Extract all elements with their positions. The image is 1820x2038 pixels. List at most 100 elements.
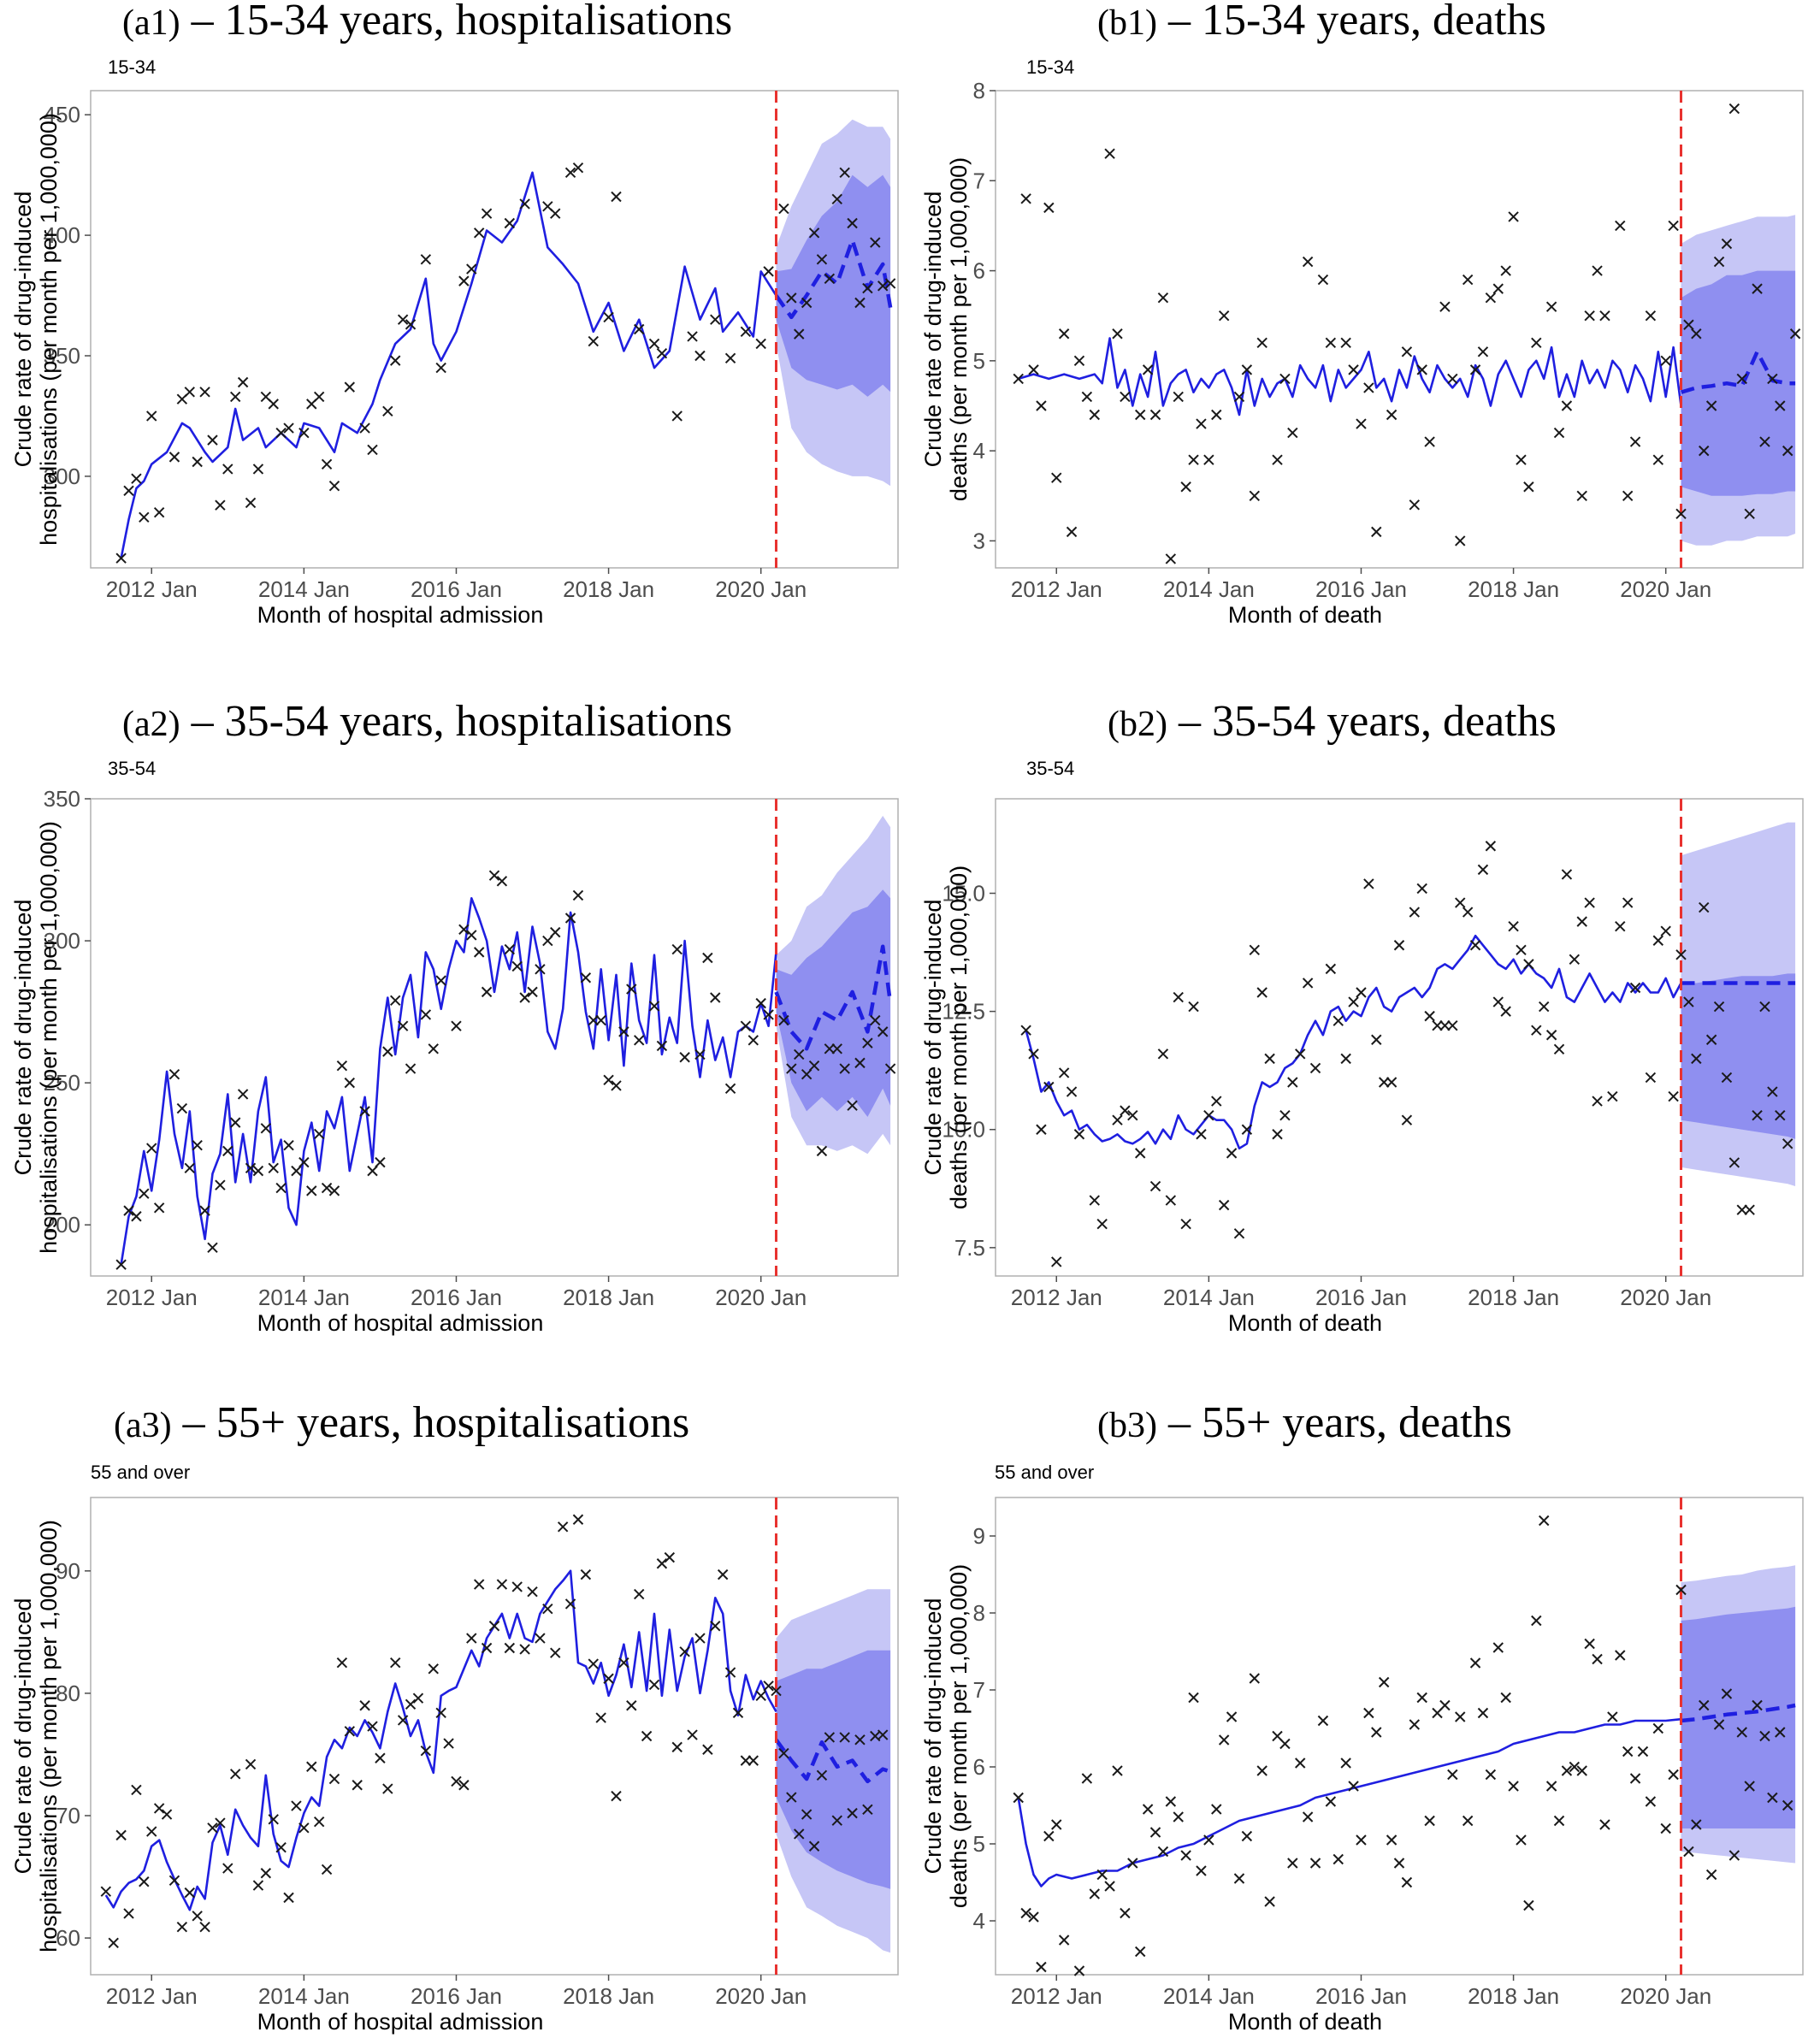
data-point (550, 926, 561, 938)
data-point (1622, 490, 1634, 501)
data-point (1607, 1090, 1618, 1102)
data-point (1462, 274, 1474, 286)
data-point (1058, 1067, 1070, 1078)
data-point (870, 237, 881, 248)
fitted-line (104, 1569, 777, 1911)
fitted-line (1018, 337, 1682, 416)
data-point (1036, 1961, 1047, 1973)
data-point (1173, 391, 1184, 403)
data-point (1409, 499, 1421, 511)
data-point (816, 1769, 828, 1781)
data-point (656, 1040, 668, 1052)
data-point (1089, 1888, 1100, 1899)
y-tick-label: 8 (973, 1600, 985, 1626)
data-point (1363, 382, 1374, 393)
panel-b1-tag: 15-34 (1026, 56, 1075, 78)
data-point (854, 1057, 866, 1069)
data-point (1233, 1228, 1245, 1239)
data-point (153, 1803, 165, 1814)
data-point (542, 935, 553, 947)
data-point (367, 444, 378, 456)
data-point (1622, 897, 1634, 908)
data-point (564, 913, 576, 924)
data-point (222, 1145, 233, 1157)
data-point (1683, 996, 1694, 1007)
data-point (1233, 1873, 1245, 1884)
data-point (763, 1681, 774, 1692)
data-point (1112, 328, 1123, 340)
data-point (359, 1106, 370, 1117)
data-point (862, 1037, 873, 1049)
data-point (1309, 1062, 1321, 1074)
data-point (1516, 1834, 1527, 1846)
data-point (168, 1875, 180, 1887)
data-point (1477, 864, 1489, 876)
data-point (1629, 982, 1641, 994)
data-point (847, 217, 858, 229)
data-point (458, 1780, 470, 1791)
x-tick-label: 2020 Jan (1620, 1285, 1711, 1310)
data-point (1447, 1019, 1458, 1031)
panel-b2-tag: 35-54 (1026, 758, 1075, 779)
data-point (1348, 1781, 1359, 1792)
y-tick-label: 10.0 (942, 1117, 985, 1143)
data-point (260, 1123, 272, 1134)
data-point (1120, 1105, 1131, 1116)
data-point (1165, 1796, 1177, 1807)
data-point (1066, 526, 1078, 538)
data-point (1401, 1114, 1413, 1125)
data-point (786, 292, 797, 304)
data-point (1020, 1907, 1031, 1919)
data-point (283, 1892, 294, 1904)
data-point (390, 355, 401, 366)
data-point (207, 1822, 218, 1834)
x-tick-label: 2016 Jan (1315, 1285, 1407, 1310)
data-point (771, 1685, 782, 1697)
data-point (504, 1642, 516, 1654)
data-point (710, 1621, 721, 1632)
data-point (862, 1804, 873, 1816)
data-point (375, 1752, 386, 1763)
y-axis-label-line: hospitalisations (per month per 1,000,00… (36, 821, 62, 1254)
data-point (603, 1074, 614, 1086)
data-point (710, 314, 721, 325)
data-point (1699, 901, 1710, 913)
data-point (626, 984, 637, 995)
data-point (1500, 265, 1511, 276)
data-point (1135, 1946, 1146, 1958)
data-point (1340, 1053, 1351, 1065)
data-point (153, 1202, 165, 1214)
data-point (611, 1790, 622, 1802)
data-point (1531, 1025, 1542, 1036)
data-point (831, 193, 842, 205)
data-point (146, 1826, 157, 1837)
data-point (1309, 1858, 1321, 1869)
data-point (473, 947, 485, 958)
data-point (291, 1800, 302, 1811)
prediction-interval-80 (776, 174, 891, 397)
data-point (115, 1259, 127, 1270)
data-point (550, 208, 561, 219)
data-point (1759, 1001, 1770, 1013)
x-axis-label: Month of death (1228, 602, 1382, 628)
data-point (595, 1712, 606, 1723)
panel-a1-tag: 15-34 (108, 56, 157, 78)
data-point (634, 323, 645, 335)
data-point (1652, 1722, 1663, 1734)
data-point (412, 1692, 424, 1704)
data-point (778, 203, 789, 215)
data-point (1157, 292, 1169, 304)
data-point (1264, 1896, 1275, 1907)
data-point (321, 1182, 333, 1194)
data-point (1073, 355, 1085, 367)
data-point (1279, 1109, 1291, 1121)
y-tick-label: 9 (973, 1523, 985, 1549)
data-point (1295, 1757, 1306, 1769)
data-point (245, 497, 257, 509)
x-tick-label: 2016 Jan (411, 1983, 502, 2009)
data-point (260, 1868, 272, 1879)
data-point (1401, 346, 1413, 357)
data-point (252, 1880, 264, 1891)
data-point (184, 1887, 195, 1899)
panel-a1-title: (a1) – 15-34 years, hospitalisations (122, 0, 732, 45)
